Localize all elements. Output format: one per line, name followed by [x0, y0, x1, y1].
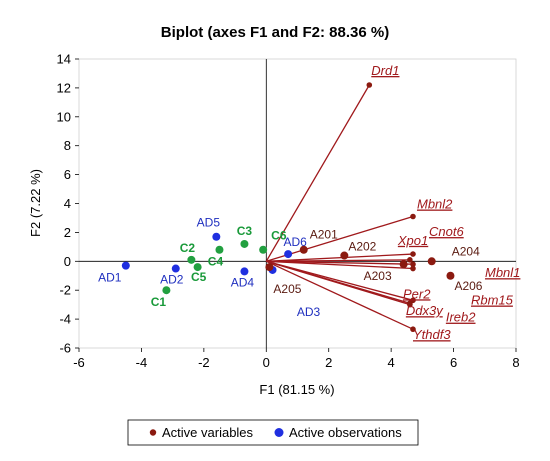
var-label-xpo1: Xpo1 [397, 233, 428, 248]
vector-tip-ythdf3 [410, 326, 416, 333]
vector-cnot6 [266, 253, 414, 262]
obs-label-ad5: AD5 [197, 216, 221, 230]
obs-point-ad4 [240, 267, 249, 276]
obs-label-ad1: AD1 [98, 271, 122, 285]
obs-label-c6: C6 [271, 229, 287, 243]
obs-point-ad6 [284, 250, 293, 259]
vector-ireb2 [266, 260, 411, 306]
vector-tip-xpo1 [407, 257, 413, 263]
obs-point-c6 [259, 245, 268, 254]
legend-box [127, 419, 419, 446]
y-tick-label: -2 [59, 283, 71, 298]
var-label-per2: Per2 [403, 286, 431, 301]
obs-label-c5: C5 [191, 270, 207, 284]
legend-marker-observations [274, 428, 284, 437]
vector-tip-mbnl2 [410, 213, 416, 220]
chart-title: Biplot (axes F1 and F2: 88.36 %) [161, 24, 389, 41]
y-tick-labels: -6 -4 -2 0 2 4 6 8 10 12 14 [57, 52, 79, 356]
obs-point-a202 [340, 251, 349, 260]
y-tick-label: 4 [64, 196, 71, 211]
y-tick-label: 8 [64, 138, 71, 153]
y-tick-label: 6 [64, 167, 71, 182]
var-label-mbnl2: Mbnl2 [417, 197, 453, 212]
var-label-mbnl1: Mbnl1 [485, 265, 520, 280]
obs-label-ad6: AD6 [283, 235, 307, 249]
x-tick-label: -4 [136, 355, 148, 370]
obs-point-c4 [215, 245, 224, 254]
legend-label-observations: Active observations [289, 425, 402, 440]
legend-marker-variables [149, 429, 157, 436]
obs-point-a205 [265, 263, 274, 272]
vector-xpo1 [266, 259, 410, 262]
x-tick-label: 8 [512, 355, 519, 370]
obs-label-ad2: AD2 [160, 273, 184, 287]
obs-point-c2 [187, 255, 196, 264]
var-label-rbm15: Rbm15 [471, 293, 514, 308]
y-tick-label: 0 [64, 254, 71, 269]
var-label-ireb2: Ireb2 [446, 310, 476, 325]
y-tick-label: 14 [57, 52, 71, 67]
y-tick-label: 2 [64, 225, 71, 240]
var-label-ythdf3: Ythdf3 [413, 327, 451, 342]
obs-point-a201 [299, 245, 308, 254]
y-tick-label: -4 [59, 312, 71, 327]
y-tick-label: 10 [57, 109, 71, 124]
obs-point-c5 [193, 263, 202, 272]
x-tick-label: -6 [73, 355, 85, 370]
legend-label-variables: Active variables [162, 425, 254, 440]
vector-mbnl1 [266, 260, 414, 265]
obs-label-a204: A204 [452, 244, 480, 258]
var-label-drd1: Drd1 [371, 63, 399, 78]
obs-point-a206 [446, 271, 455, 280]
vector-rbm15 [266, 260, 414, 270]
x-tick-label: 6 [450, 355, 457, 370]
x-tick-label: -2 [198, 355, 210, 370]
vector-tip-cnot6 [410, 251, 416, 257]
x-tick-label: 4 [388, 355, 395, 370]
obs-label-c2: C2 [180, 241, 196, 255]
var-label-cnot6: Cnot6 [429, 224, 464, 239]
obs-point-c3 [240, 239, 249, 248]
obs-label-c3: C3 [237, 224, 253, 238]
vector-tip-drd1 [366, 82, 373, 88]
obs-label-a201: A201 [310, 228, 338, 242]
obs-label-a206: A206 [454, 279, 482, 293]
obs-point-ad5 [212, 232, 221, 241]
obs-point-ad1 [121, 261, 130, 270]
x-axis-title: F1 (81.15 %) [259, 382, 334, 397]
obs-label-c1: C1 [151, 295, 167, 309]
obs-point-a203 [399, 260, 408, 269]
obs-label-a205: A205 [273, 282, 301, 296]
y-tick-label: -6 [59, 341, 71, 356]
obs-label-ad3: AD3 [297, 305, 321, 319]
obs-label-a203: A203 [364, 269, 392, 283]
obs-point-ad2 [171, 264, 180, 273]
vector-tip-mbnl1 [410, 261, 416, 267]
vector-drd1 [265, 84, 370, 262]
legend: Active variables Active observations [127, 419, 419, 446]
obs-label-a202: A202 [348, 240, 376, 254]
y-tick-label: 12 [57, 80, 71, 95]
obs-point-a204 [427, 257, 436, 266]
vector-tip-rbm15 [410, 265, 416, 272]
y-axis-title: F2 (7.22 %) [28, 169, 43, 237]
var-label-ddx3y: Ddx3y [406, 303, 444, 318]
obs-label-ad4: AD4 [231, 275, 255, 289]
x-tick-labels: -6 -4 -2 0 2 4 6 8 [73, 348, 520, 370]
obs-point-c1 [162, 286, 171, 295]
vector-tip-ireb2 [407, 301, 413, 308]
vector-ythdf3 [266, 260, 414, 330]
obs-label-c4: C4 [208, 255, 224, 269]
x-tick-label: 0 [263, 355, 270, 370]
x-tick-label: 2 [325, 355, 332, 370]
variable-vectors [265, 82, 416, 333]
